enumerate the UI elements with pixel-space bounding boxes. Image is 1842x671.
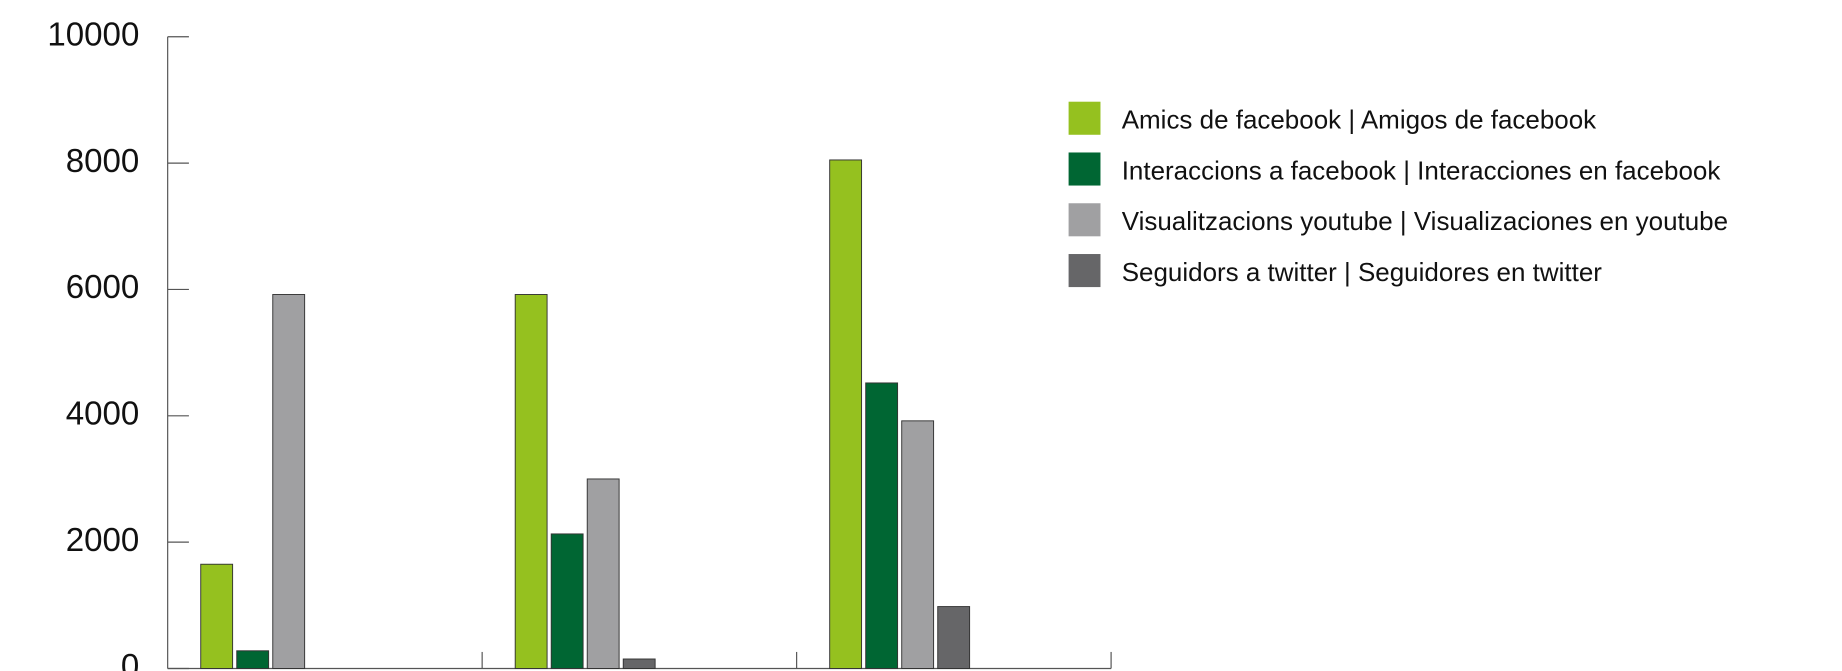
- bar: [272, 294, 306, 669]
- bar: [829, 159, 863, 669]
- bar: [514, 294, 548, 669]
- y-tick-label: 4000: [66, 396, 140, 433]
- bar: [200, 563, 234, 669]
- y-tick-label: 2000: [66, 522, 140, 559]
- bar: [586, 478, 620, 669]
- y-tick-label: 0: [121, 648, 139, 671]
- bar: [550, 533, 584, 669]
- bar: [622, 658, 656, 669]
- bar: [937, 606, 971, 669]
- legend-swatch: [1068, 101, 1101, 135]
- legend-label: Amics de facebook | Amigos de facebook: [1122, 105, 1597, 135]
- bar: [236, 650, 270, 669]
- legend-label: Visualitzacions youtube | Visualizacione…: [1122, 206, 1728, 236]
- legend-swatch: [1068, 254, 1101, 288]
- legend-label: Seguidors a twitter | Seguidores en twit…: [1122, 257, 1603, 287]
- y-tick-label: 10000: [47, 16, 139, 53]
- legend-label: Interaccions a facebook | Interacciones …: [1122, 155, 1722, 185]
- bar: [901, 420, 935, 669]
- bar: [865, 382, 899, 669]
- y-tick-label: 8000: [66, 143, 140, 180]
- legend-swatch: [1068, 203, 1101, 237]
- legend-swatch: [1068, 152, 1101, 186]
- y-tick-label: 6000: [66, 269, 140, 306]
